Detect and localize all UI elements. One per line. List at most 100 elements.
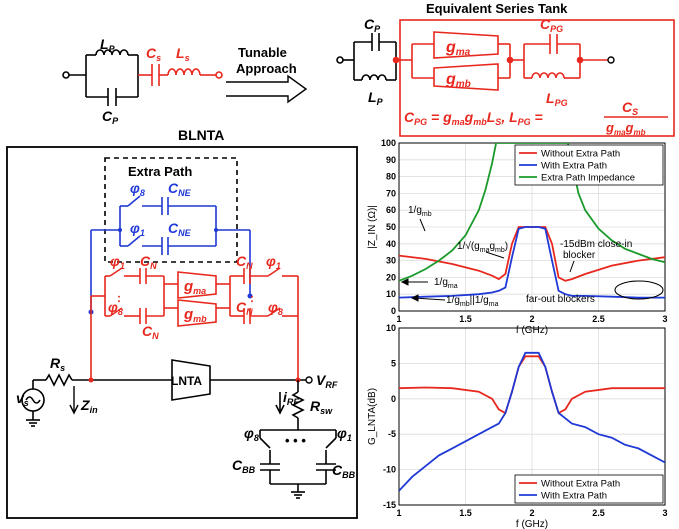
top-left-series [138,64,223,86]
cs-label: Cs [146,45,161,63]
tunable-label: Tunable [238,45,287,60]
tank-gmb-label: gmb [445,71,471,90]
annotation-blocker: blocker [563,250,596,261]
annotation-1-gmb: 1/gmb [408,205,432,218]
phi1-right-label: φ1 [266,253,281,271]
y-tick-label: 5 [391,358,396,368]
y-tick-label: 50 [386,222,396,232]
legend-entry-1: With Extra Path [541,491,607,502]
cne-bottom-label: CNE [168,220,192,238]
x-tick-label: 3 [662,314,667,324]
irf-label: iRF [283,389,299,407]
top-left-tank [62,49,139,106]
lnta-label: LNTA [171,374,202,388]
legend-entry-0: Without Extra Path [541,149,620,160]
cbb-right-label: CBB [332,462,356,480]
zin-annotations: 1/gmb 1/√(gmagmb) -15dBm close-in blocke… [408,205,632,308]
y-tick-label: 60 [386,205,396,215]
left-dots: : [117,291,121,305]
cne-top-label: CNE [168,180,192,198]
vs-label: vs [16,390,29,408]
y-tick-label: 80 [386,172,396,182]
cn-left-bottom-label: CN [142,323,159,341]
phi8-left-label: φ8 [108,299,123,317]
extra-path-network [90,195,251,310]
phi8-right-label: φ8 [268,299,283,317]
ls-label: Ls [176,45,190,63]
approach-label: Approach [236,61,297,76]
blnta-box [6,146,358,519]
svg-text:gmagmb: gmagmb [605,120,646,137]
rs-label: Rs [50,355,65,373]
legend-entry-1: With Extra Path [541,161,607,172]
cn-left-top-label: CN [140,253,157,271]
legend-entry-2: Extra Path Impedance [541,173,635,184]
phi8-extra-label: φ8 [130,180,145,198]
tank-cp-label: CP [364,16,381,34]
x-tick-label: 2 [529,508,534,518]
annotation-parallel: 1/gmb||1/gma [446,295,499,308]
x-tick-label: 2 [529,314,534,324]
input-node [88,377,94,383]
extra-path-box [104,157,238,263]
phi8-bottom-label: φ8 [244,425,259,443]
svg-text:CS: CS [622,99,638,117]
gmb-cell-label: gmb [183,306,207,324]
legend-box [514,144,664,186]
tank-title: Equivalent Series Tank [426,1,568,16]
extra-path-node-right [247,293,253,299]
equivalent-tank-box [399,19,675,137]
y-tick-label: 0 [391,394,396,404]
cn-right-top-label: CN [236,253,253,271]
annotation-sqrt: 1/√(gmagmb) [457,240,508,254]
cbb-left-label: CBB [232,457,256,475]
x-tick-label: 2.5 [592,314,605,324]
rsw-label: Rsw [310,398,333,416]
x-tick-label: 2.5 [592,508,605,518]
annotation-1-gma: 1/gma [434,277,458,290]
y-tick-label: 90 [386,155,396,165]
zin-label: Zin [80,397,98,415]
phi1-left-label: φ1 [110,253,125,271]
gain-chart: 1 1.5 2 2.5 3 -15 -10 -5 0 5 10 f (GHz) G_LNTA(dB) Wi… [367,323,668,529]
zin-annotation-arrows [400,218,664,302]
tank-lc [336,33,397,81]
zin-arrow [69,386,79,415]
extra-node-a [118,228,122,232]
y-tick-label: 30 [386,256,396,266]
x-tick-label: 3 [662,508,667,518]
mixer-branch [259,380,337,499]
series-line-0 [399,355,665,415]
lp-label: LP [100,36,116,54]
right-dots: : [250,291,254,305]
cp-label: CP [102,108,119,126]
extra-path-label: Extra Path [128,164,192,179]
blnta-title: BLNTA [178,127,224,143]
main-red-network [90,267,299,380]
cn-right-bottom-label: CN [236,299,253,317]
tank-lp-label: LP [368,89,384,107]
x-tick-label: 1.5 [459,508,472,518]
gma-cell-label: gma [183,278,206,296]
switch-dots: • • • [285,433,306,448]
y-tick-label: -15 [383,500,396,510]
x-tick-label: 1.5 [459,314,472,324]
y-tick-label: -5 [388,429,396,439]
series-line-2 [399,143,665,282]
series-line-1 [399,226,665,299]
tank-gma-label: gma [445,39,471,58]
legend-box [514,474,664,504]
series-line-1 [399,351,665,492]
lpg-label: LPG [546,90,568,108]
y-tick-label: 20 [386,272,396,282]
plot-frame [398,327,666,506]
legend-entry-0: Without Extra Path [541,479,620,490]
y-tick-label: 40 [386,239,396,249]
y-tick-label: 70 [386,188,396,198]
y-axis-label: G_LNTA(dB) [367,388,378,445]
y-tick-label: 10 [386,323,396,333]
x-tick-label: 1 [396,314,401,324]
y-axis-label: |Z_IN (Ω)| [367,205,378,249]
